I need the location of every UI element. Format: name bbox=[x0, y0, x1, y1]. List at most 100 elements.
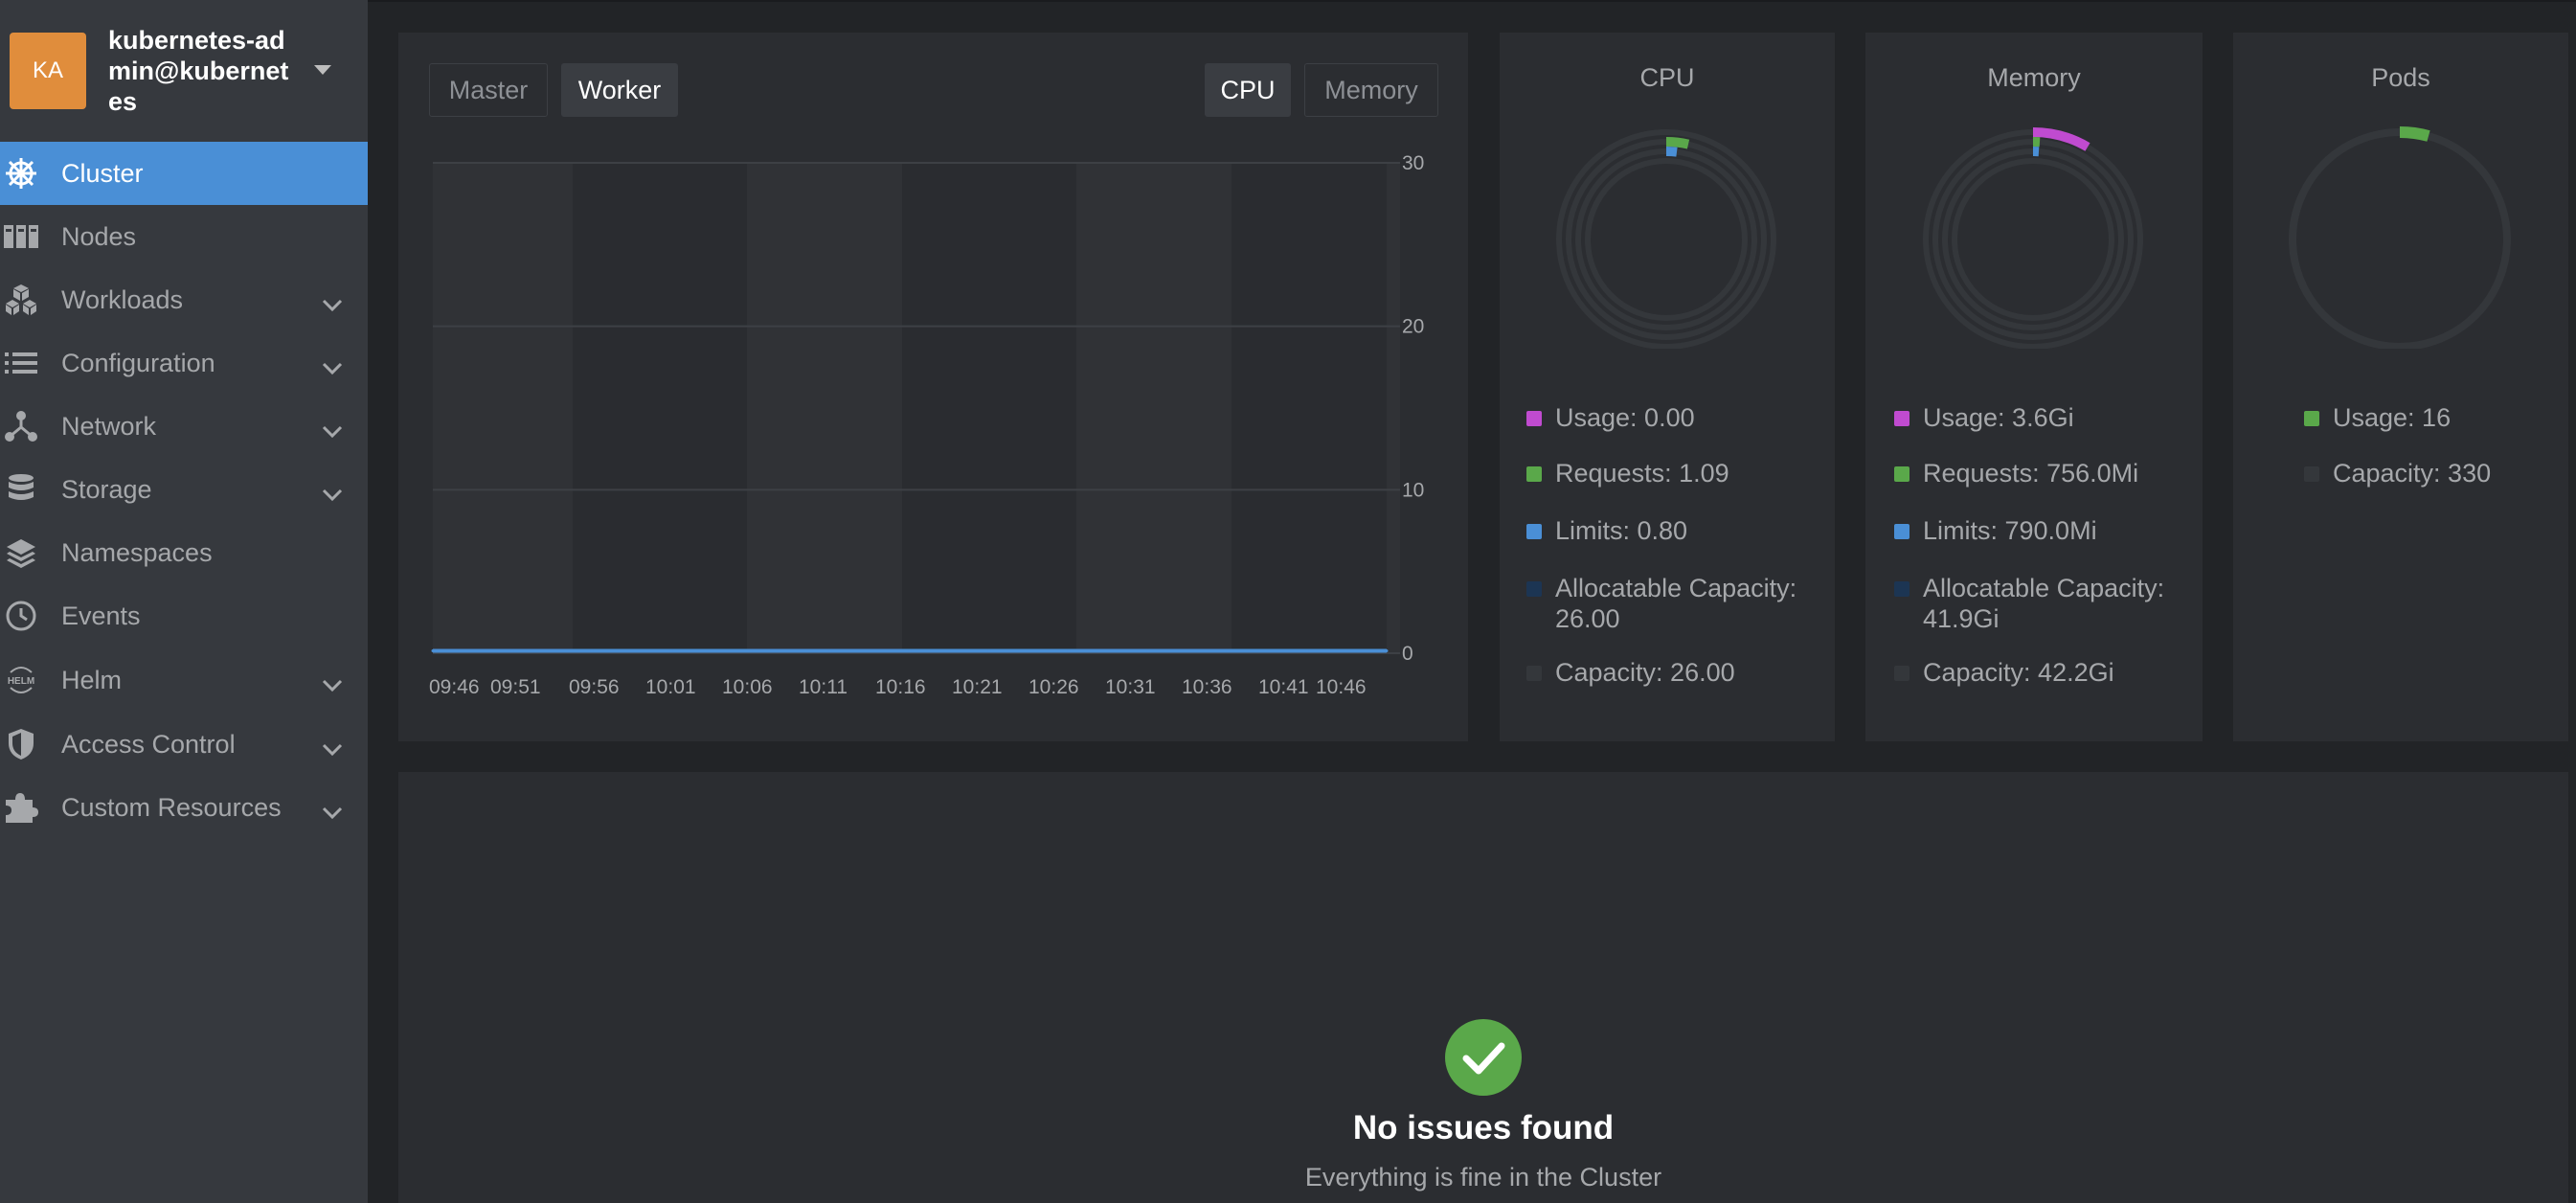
chevron-down-icon bbox=[322, 289, 343, 319]
tab-cpu[interactable]: CPU bbox=[1205, 63, 1291, 117]
x-tick-label: 09:46 bbox=[429, 676, 480, 698]
memory-title: Memory bbox=[1987, 63, 2081, 92]
data-point bbox=[1385, 648, 1389, 652]
data-point bbox=[749, 648, 753, 652]
x-tick-label: 10:46 bbox=[1316, 676, 1367, 698]
chevron-down-icon bbox=[322, 797, 343, 827]
network-icon bbox=[2, 407, 40, 445]
y-tick-label: 20 bbox=[1402, 316, 1424, 338]
x-tick-label: 09:51 bbox=[490, 676, 541, 698]
legend-memory-allocatable: Allocatable Capacity: 41.9Gi bbox=[1923, 574, 2165, 633]
chevron-down-icon bbox=[322, 416, 343, 445]
sidebar-item-network[interactable]: Network bbox=[0, 395, 368, 458]
database-icon bbox=[2, 470, 40, 509]
sidebar-item-label: Namespaces bbox=[61, 537, 213, 567]
caret-down-icon[interactable] bbox=[314, 65, 331, 75]
legend-memory-usage: Usage: 3.6Gi bbox=[1923, 403, 2074, 432]
legend-pods-usage: Usage: 16 bbox=[2333, 403, 2452, 432]
sidebar-item-events[interactable]: Events bbox=[0, 584, 368, 647]
sidebar-item-label: Configuration bbox=[61, 348, 215, 377]
x-tick-label: 10:11 bbox=[799, 676, 847, 698]
chart-band bbox=[747, 163, 902, 653]
x-tick-label: 10:41 bbox=[1258, 676, 1309, 698]
legend-swatch bbox=[1526, 666, 1542, 681]
sidebar-item-cluster[interactable]: Cluster bbox=[0, 142, 368, 205]
chevron-down-icon bbox=[322, 734, 343, 763]
legend-cpu-usage: Usage: 0.00 bbox=[1555, 403, 1695, 432]
metrics-chart: 30 20 10 0 09:46 09:51 09:56 10:01 10:06 10:11 10:… bbox=[429, 152, 1424, 698]
sidebar-item-label: Access Control bbox=[61, 729, 236, 759]
legend-swatch bbox=[1894, 466, 1909, 482]
sidebar-item-label: Workloads bbox=[61, 284, 184, 314]
data-point bbox=[1305, 648, 1309, 652]
tab-master[interactable]: Master bbox=[429, 63, 548, 117]
sidebar-item-access-control[interactable]: Access Control bbox=[0, 713, 368, 776]
chevron-down-icon bbox=[322, 352, 343, 382]
x-tick-label: 10:26 bbox=[1028, 676, 1079, 698]
legend-pods-capacity: Capacity: 330 bbox=[2333, 459, 2492, 488]
chart-band bbox=[1232, 163, 1387, 653]
memory-panel: Memory Usage: 3.6Gi Requests: 756.0Mi Li… bbox=[1865, 33, 2203, 741]
x-tick-label: 10:21 bbox=[952, 676, 1003, 698]
y-tick-label: 30 bbox=[1402, 152, 1424, 174]
issues-subtitle: Everything is fine in the Cluster bbox=[1304, 1163, 1662, 1192]
sidebar-item-label: Storage bbox=[61, 474, 152, 504]
sidebar-item-configuration[interactable]: Configuration bbox=[0, 331, 368, 395]
sidebar-item-nodes[interactable]: Nodes bbox=[0, 205, 368, 268]
legend-memory-capacity: Capacity: 42.2Gi bbox=[1923, 658, 2114, 687]
chevron-down-icon bbox=[322, 670, 343, 699]
chart-band bbox=[902, 163, 1076, 653]
list-icon bbox=[2, 344, 40, 382]
legend-swatch bbox=[1894, 581, 1909, 597]
data-point bbox=[590, 648, 594, 652]
sidebar-item-storage[interactable]: Storage bbox=[0, 458, 368, 521]
cluster-selector[interactable]: KA kubernetes-admin@kubernetes bbox=[0, 0, 368, 134]
legend-cpu-capacity: Capacity: 26.00 bbox=[1555, 658, 1735, 687]
data-point bbox=[908, 648, 912, 652]
sidebar-item-label: Network bbox=[61, 411, 157, 441]
svg-text:HELM: HELM bbox=[8, 676, 34, 687]
data-point bbox=[828, 648, 832, 652]
legend-swatch bbox=[1894, 411, 1909, 426]
avatar: KA bbox=[10, 33, 86, 109]
helm-icon: HELM bbox=[2, 661, 40, 699]
sidebar-item-namespaces[interactable]: Namespaces bbox=[0, 521, 368, 584]
helm-wheel-icon bbox=[2, 154, 40, 193]
legend-memory-requests: Requests: 756.0Mi bbox=[1923, 459, 2139, 488]
cluster-name: kubernetes-admin@kubernetes bbox=[108, 26, 289, 116]
legend-memory-limits: Limits: 790.0Mi bbox=[1923, 516, 2097, 545]
legend-swatch bbox=[1526, 466, 1542, 482]
pods-panel: Pods Usage: 16 Capacity: 330 bbox=[2233, 33, 2568, 741]
check-circle-icon bbox=[1445, 1019, 1522, 1096]
sidebar-item-label: Events bbox=[61, 601, 141, 630]
x-tick-label: 09:56 bbox=[569, 676, 620, 698]
legend-swatch bbox=[1894, 666, 1909, 681]
tab-worker[interactable]: Worker bbox=[561, 63, 678, 117]
sidebar-item-label: Helm bbox=[61, 665, 123, 694]
data-point bbox=[510, 648, 514, 652]
data-point bbox=[669, 648, 673, 652]
x-tick-label: 10:01 bbox=[645, 676, 696, 698]
pods-donut bbox=[2289, 125, 2511, 349]
cpu-title: CPU bbox=[1639, 63, 1695, 92]
legend-swatch bbox=[1526, 581, 1542, 597]
sidebar-item-helm[interactable]: HELM Helm bbox=[0, 648, 368, 712]
y-tick-label: 0 bbox=[1402, 643, 1413, 665]
layers-icon bbox=[2, 533, 40, 572]
legend-cpu-limits: Limits: 0.80 bbox=[1555, 516, 1688, 545]
memory-donut bbox=[1923, 126, 2143, 349]
nodes-icon bbox=[2, 217, 40, 256]
sidebar-item-workloads[interactable]: Workloads bbox=[0, 268, 368, 331]
pods-title: Pods bbox=[2371, 63, 2430, 92]
puzzle-icon bbox=[2, 788, 40, 827]
issues-panel: No issues found Everything is fine in th… bbox=[398, 772, 2568, 1203]
metrics-panel: Master Worker CPU Memory 30 20 10 0 09:46 09:… bbox=[398, 33, 1468, 741]
chart-band bbox=[573, 163, 747, 653]
x-tick-label: 10:31 bbox=[1105, 676, 1156, 698]
sidebar-item-custom-resources[interactable]: Custom Resources bbox=[0, 776, 368, 839]
cubes-icon bbox=[2, 281, 40, 319]
sidebar-item-label: Custom Resources bbox=[61, 792, 282, 822]
data-point bbox=[1226, 648, 1230, 652]
tab-memory[interactable]: Memory bbox=[1304, 63, 1438, 117]
chart-band bbox=[433, 163, 573, 653]
